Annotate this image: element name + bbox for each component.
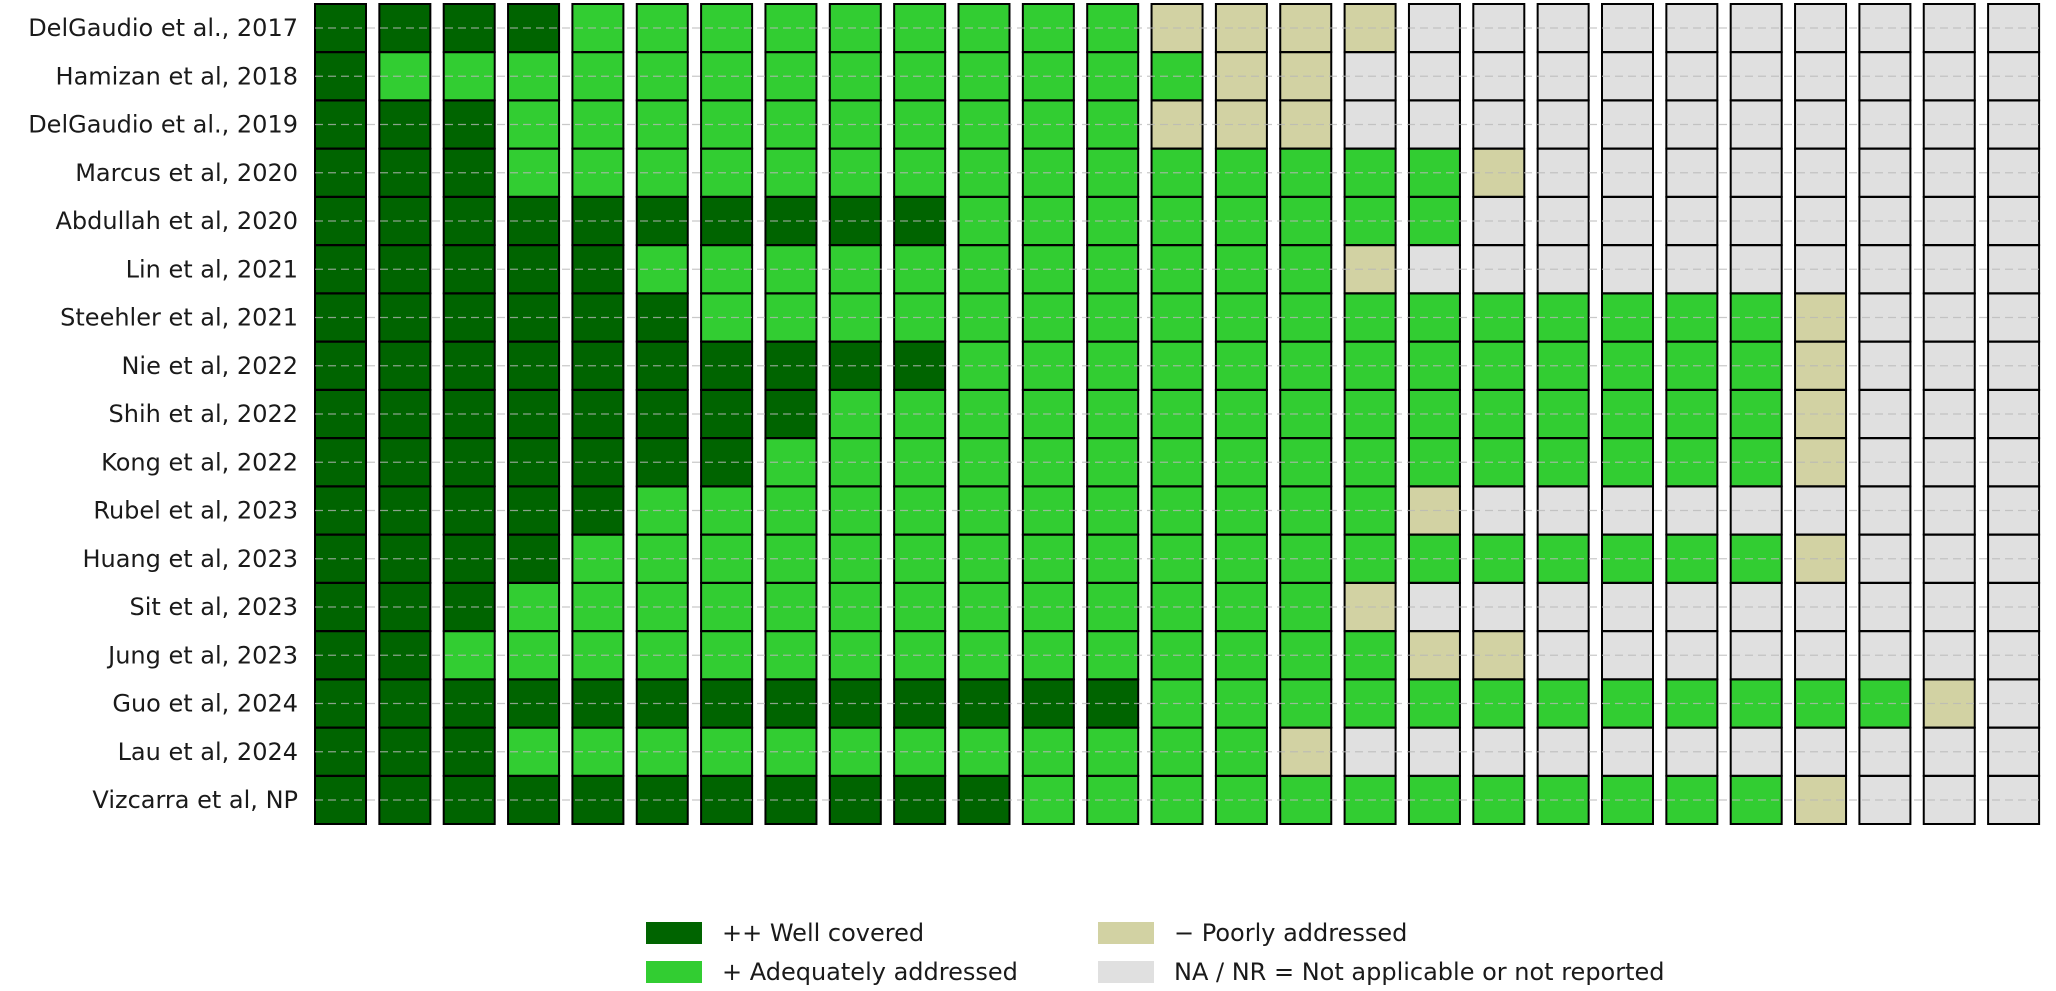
row-label: DelGaudio et al., 2017 [28,14,298,42]
legend-entry: − Poorly addressed [1098,919,1407,947]
row-label: Guo et al, 2024 [112,690,298,718]
legend: ++ Well covered − Poorly addressed + Adequ… [646,919,1665,986]
row-label: Kong et al, 2022 [101,448,298,476]
row-label: Sit et al, 2023 [130,593,298,621]
row-label: DelGaudio et al., 2019 [28,111,298,139]
row-label: Vizcarra et al, NP [92,786,298,814]
row-label: Abdullah et al, 2020 [56,207,299,235]
legend-swatch [646,961,702,983]
row-label: Steehler et al, 2021 [60,304,298,332]
legend-entry: + Adequately addressed [646,958,1018,986]
legend-label: + Adequately addressed [722,958,1018,986]
row-label: Rubel et al, 2023 [93,497,298,525]
horizontal-gridlines [315,27,2040,801]
row-label: Lau et al, 2024 [118,738,298,766]
legend-swatch [1098,961,1154,983]
legend-entry: ++ Well covered [646,919,924,947]
row-label: Jung et al, 2023 [106,641,298,669]
row-label: Hamizan et al, 2018 [56,62,298,90]
row-label: Shih et al, 2022 [109,400,298,428]
row-label: Marcus et al, 2020 [75,159,298,187]
heatmap-cell [700,147,754,198]
heatmap-cell [635,678,689,729]
row-label: Nie et al, 2022 [121,352,298,380]
legend-label: ++ Well covered [722,919,924,947]
row-labels: DelGaudio et al., 2017 Hamizan et al, 201… [28,14,298,814]
legend-swatch [646,922,702,944]
legend-entry: NA / NR = Not applicable or not reported [1098,958,1665,986]
legend-label: NA / NR = Not applicable or not reported [1174,958,1665,986]
legend-label: − Poorly addressed [1174,919,1407,947]
legend-swatch [1098,922,1154,944]
row-label: Lin et al, 2021 [126,255,298,283]
heatmap-cell [700,292,754,343]
row-label: Huang et al, 2023 [82,545,298,573]
